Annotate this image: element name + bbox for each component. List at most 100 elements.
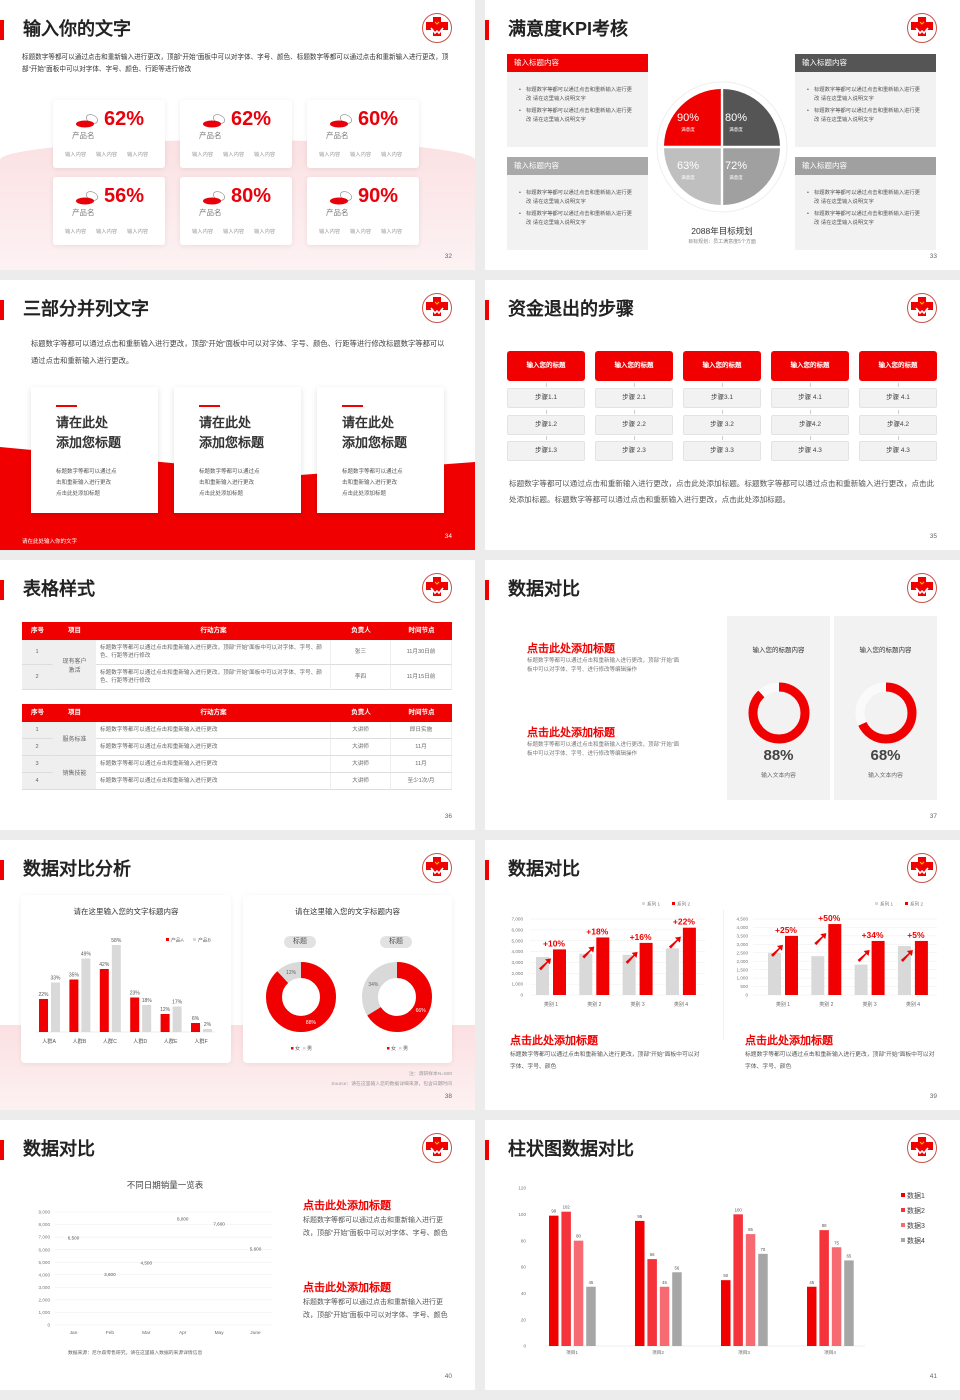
logo-hands — [915, 867, 929, 875]
step-connector — [633, 410, 635, 414]
bar-数据1 — [721, 1280, 731, 1346]
y-tick-label: 6,000 — [512, 927, 524, 932]
step-box[interactable]: 步骤1.1 — [507, 388, 585, 408]
table-cell: 11月30日前 — [391, 640, 452, 665]
legend-label: 女 — [295, 1045, 300, 1052]
bullet-item: 标题数字等都可以通过点击和重新输入进行更改 请在这里输入说明文字 — [807, 107, 922, 125]
donut-value-label: 66% — [416, 1008, 427, 1014]
step-box[interactable]: 步骤 2.2 — [595, 415, 673, 435]
product-percent: 56% — [104, 185, 145, 207]
table-cell: 1 — [22, 640, 53, 665]
slide-34: 标题数字等都可以通过点击和重新输入进行更改，顶部“开始”面板中可以对字体、字号、… — [0, 280, 475, 550]
step-header-button[interactable]: 输入您的标题 — [507, 351, 585, 381]
logo-hands — [430, 1147, 444, 1155]
page-number: 36 — [444, 813, 452, 820]
step-box[interactable]: 步骤 4.1 — [859, 388, 937, 408]
logo-check — [434, 301, 440, 305]
step-connector — [809, 436, 811, 440]
bar-value-label: 45 — [662, 1280, 667, 1285]
product-percent: 62% — [231, 108, 272, 130]
donut-value-label: 88% — [306, 1020, 317, 1026]
bar-产品A — [130, 997, 140, 1032]
box-body: 标题数字等都可以通过点击和重新输入进行更改 请在这里输入说明文字标题数字等都可以… — [507, 72, 648, 147]
table-header-cell: 序号 — [22, 622, 53, 640]
table-cell: 张三 — [331, 640, 391, 665]
slide-36: 序号 项目 行动方案 负责人 时间节点 现有客户激活 1 标题数字等都可以通过点击和重新输入进… — [0, 560, 475, 830]
bar-数据4 — [672, 1272, 682, 1346]
y-tick-label: 8,000 — [39, 1222, 51, 1227]
category-label: 项目3 — [738, 1350, 750, 1356]
bar-May — [209, 1229, 229, 1325]
step-box[interactable]: 步骤1.3 — [507, 441, 585, 461]
step-header-button[interactable]: 输入您的标题 — [771, 351, 849, 381]
step-box[interactable]: 步骤 2.1 — [595, 388, 673, 408]
pill-shape — [76, 120, 94, 128]
step-connector — [545, 436, 547, 440]
bar-June — [246, 1254, 265, 1325]
bar-数据3 — [659, 1286, 670, 1346]
logo-check — [919, 21, 925, 25]
product-item: 输入内容 — [223, 229, 245, 235]
page-number: 34 — [444, 533, 452, 540]
step-box[interactable]: 步骤 4.3 — [771, 441, 849, 461]
donut-title-pill: 标题 — [284, 936, 316, 948]
step-box[interactable]: 步骤 4.3 — [859, 441, 937, 461]
donut-chart — [855, 682, 917, 744]
legend-swatch — [901, 1223, 905, 1227]
intro-text: 标题数字等都可以通过点击和重新输入进行更改，顶部“开始”面板中可以对字体、字号、… — [22, 54, 449, 73]
bar-value-label: 45 — [809, 1280, 814, 1285]
bar-value-label: 18% — [142, 998, 153, 1004]
bar-系列 1 — [768, 952, 781, 995]
product-item: 输入内容 — [350, 229, 372, 235]
bar-数据3 — [831, 1247, 842, 1346]
growth-label: +16% — [630, 932, 652, 942]
card-desc-line: 点击此处添加标题 — [199, 491, 244, 497]
step-header-button[interactable]: 输入您的标题 — [683, 351, 761, 381]
step-box[interactable]: 步骤 4.1 — [771, 388, 849, 408]
pill-shape — [203, 120, 221, 128]
slide-41: 0 20 40 60 80 100 120 99 102 80 45 项目1 95 66 45 56 项目2 50… — [485, 1120, 960, 1390]
step-box[interactable]: 步骤1.2 — [507, 415, 585, 435]
product-percent: 60% — [358, 108, 399, 130]
title-accent-bar — [0, 580, 4, 600]
step-box[interactable]: 步骤3.1 — [683, 388, 761, 408]
red-cross-logo-icon — [422, 13, 452, 43]
step-box[interactable]: 步骤 3.3 — [683, 441, 761, 461]
page-number: 35 — [929, 533, 937, 540]
y-tick-label: 0 — [520, 993, 523, 998]
pie-quadrant — [664, 89, 721, 146]
step-header-button[interactable]: 输入您的标题 — [859, 351, 937, 381]
step-header-button[interactable]: 输入您的标题 — [595, 351, 673, 381]
bar-产品A — [99, 969, 109, 1032]
product-item: 输入内容 — [96, 229, 118, 235]
step-box[interactable]: 步骤 3.2 — [683, 415, 761, 435]
block-heading: 点击此处添加标题 — [510, 1035, 598, 1047]
category-label: 人群F — [194, 1037, 208, 1045]
bar-value-label: 6,500 — [68, 1235, 80, 1240]
bar-数据4 — [586, 1286, 596, 1346]
slide-35: 输入您的标题 步骤1.1 步骤1.2 步骤1.3 输入您的标题 步骤 2.1 步骤 2.2 步… — [485, 280, 960, 550]
legend-swatch — [672, 902, 675, 905]
product-name: 产品名 — [326, 131, 349, 140]
bar-系列 1 — [897, 946, 911, 995]
step-box[interactable]: 步骤 2.3 — [595, 441, 673, 461]
logo-cross — [911, 857, 933, 876]
legend-swatch — [901, 1208, 905, 1212]
grouped-bar-chart: 22%33%人群A35%49%人群B42%58%人群C23%18%人群D12%1… — [36, 937, 432, 1052]
product-item: 输入内容 — [192, 152, 214, 158]
card-title: 请在此处 — [342, 415, 395, 430]
box-header: 输入标题内容 — [795, 54, 936, 72]
card-desc-line: 击和重新输入进行更改 — [56, 480, 112, 486]
step-box[interactable]: 步骤4.2 — [771, 415, 849, 435]
red-cross-logo-icon — [907, 13, 937, 43]
card-desc-line: 标题数字等都可以通过点 — [56, 469, 117, 475]
step-box[interactable]: 步骤4.2 — [859, 415, 937, 435]
category-label: 项目1 — [566, 1350, 578, 1356]
bar-系列 2 — [785, 935, 798, 995]
bar-产品A — [39, 999, 48, 1032]
legend-swatch — [905, 902, 908, 905]
donut-title-pill: 标题 — [380, 936, 412, 948]
legend-swatch — [901, 1238, 905, 1242]
product-name: 产品名 — [199, 208, 222, 217]
pie-quadrant — [723, 89, 780, 146]
